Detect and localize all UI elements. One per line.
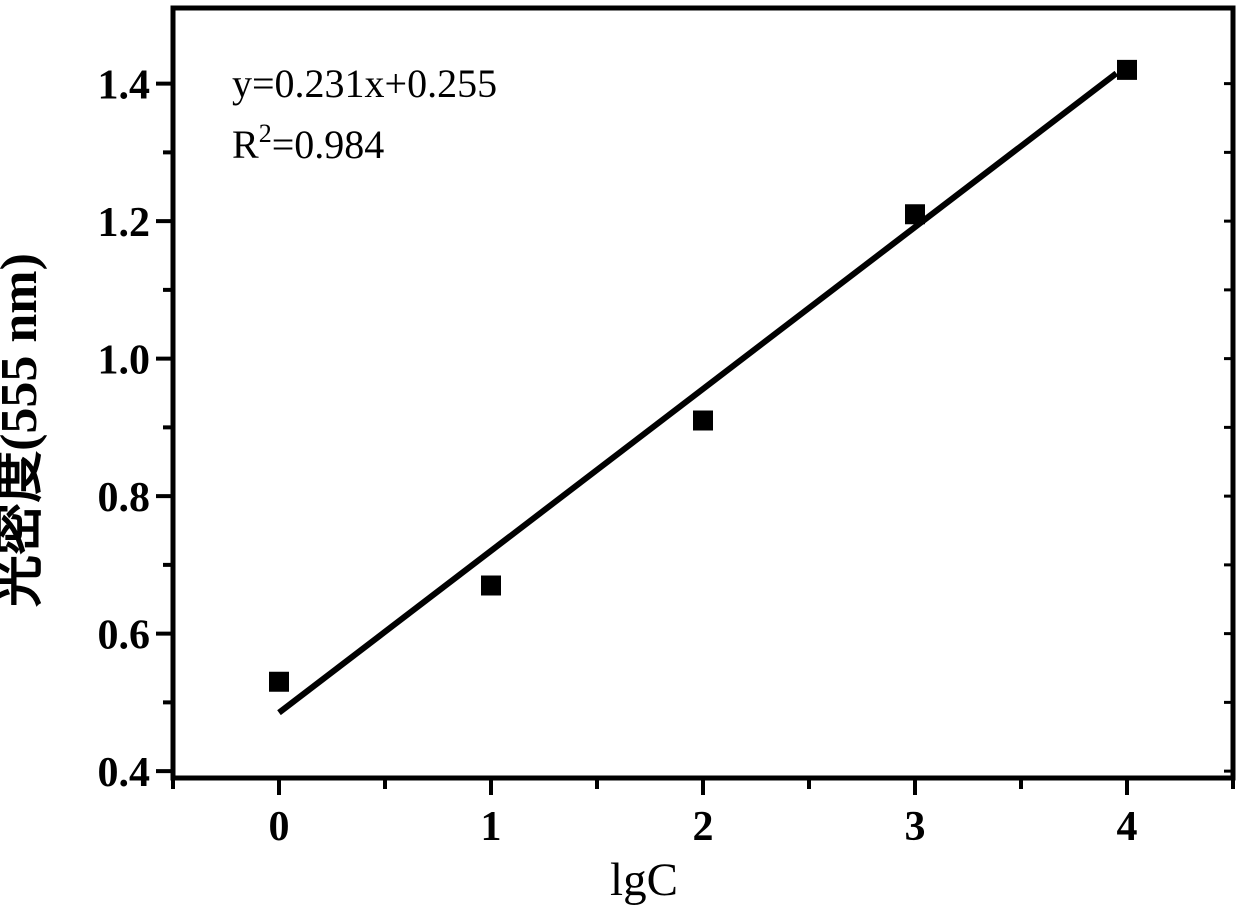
- data-point: [693, 410, 713, 431]
- y-tick-label: 1.4: [98, 63, 151, 109]
- r-squared-superscript: 2: [259, 119, 272, 148]
- fit-equation-annotation: y=0.231x+0.255: [232, 61, 497, 106]
- data-point: [905, 204, 925, 225]
- x-tick-label: 4: [1117, 804, 1138, 850]
- y-tick-label: 0.8: [98, 475, 151, 521]
- data-point: [269, 671, 289, 692]
- y-axis-label: 光密度(555 nm): [0, 253, 48, 607]
- r-squared-base: R: [232, 122, 259, 167]
- y-tick-label: 1.0: [98, 338, 151, 384]
- data-point: [1117, 59, 1137, 80]
- x-tick-label: 1: [481, 804, 502, 850]
- fit-line: [277, 70, 1119, 716]
- x-tick-label: 2: [693, 804, 714, 850]
- x-tick-label: 3: [905, 804, 926, 850]
- r-squared-annotation: R2=0.984: [232, 119, 384, 167]
- data-point: [481, 575, 501, 596]
- plot-area: 0.4 0.6 0.8 1.0 1.2 1.4 0 1 2 3 4: [98, 5, 1236, 850]
- r-squared-value: =0.984: [272, 122, 385, 167]
- y-tick-label: 0.6: [98, 613, 151, 659]
- x-axis-label: lgC: [610, 854, 678, 906]
- x-tick-label: 0: [269, 804, 290, 850]
- y-tick-label: 0.4: [98, 750, 151, 796]
- y-tick-label: 1.2: [98, 200, 151, 246]
